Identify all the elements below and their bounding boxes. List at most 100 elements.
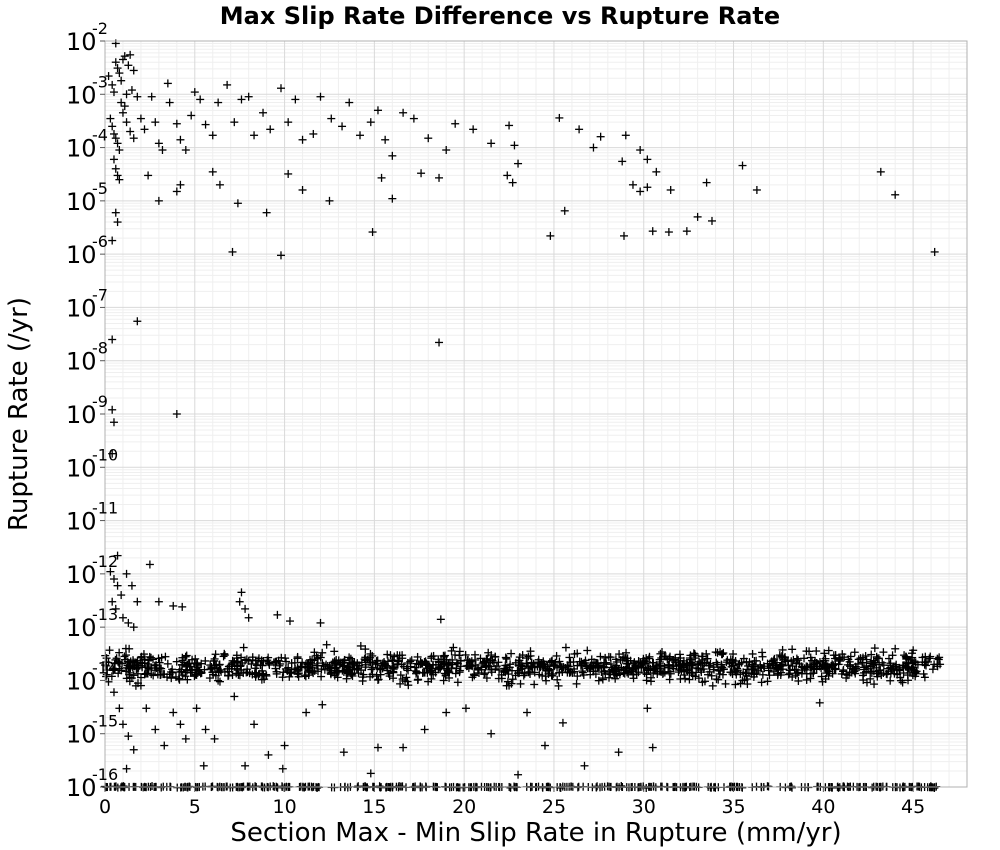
data-point	[934, 655, 943, 664]
data-point	[348, 658, 357, 667]
data-point	[470, 650, 479, 659]
data-point	[250, 720, 259, 729]
data-point	[870, 644, 879, 653]
data-point	[108, 122, 117, 131]
data-point	[219, 652, 228, 661]
data-point	[264, 653, 273, 662]
data-point	[548, 671, 557, 680]
data-point	[507, 649, 516, 658]
data-point	[670, 655, 679, 664]
data-point	[481, 662, 490, 671]
data-point	[272, 667, 281, 676]
data-point	[699, 665, 708, 674]
data-point	[284, 169, 293, 178]
data-point	[427, 668, 436, 677]
data-point	[208, 167, 217, 176]
data-point	[748, 649, 757, 658]
data-point	[127, 86, 136, 95]
data-point	[399, 108, 408, 117]
data-point	[209, 657, 218, 666]
data-point	[583, 646, 592, 655]
data-point	[361, 645, 370, 654]
data-point	[622, 663, 631, 672]
data-point	[615, 670, 624, 679]
data-point	[108, 335, 117, 344]
data-point	[494, 674, 503, 683]
data-point	[424, 134, 433, 143]
data-point	[828, 669, 837, 678]
data-point	[145, 652, 154, 661]
data-point	[303, 664, 312, 673]
data-point	[178, 602, 187, 611]
data-point	[720, 665, 729, 674]
data-point	[526, 669, 535, 678]
data-point	[573, 649, 582, 658]
data-point	[524, 668, 533, 677]
data-point	[805, 663, 814, 672]
data-point	[265, 659, 274, 668]
data-point	[609, 666, 618, 675]
data-point	[258, 782, 267, 791]
data-point	[594, 676, 603, 685]
data-point	[104, 677, 113, 686]
data-point	[317, 672, 326, 681]
data-point	[320, 665, 329, 674]
data-point	[126, 127, 135, 136]
data-point	[636, 187, 645, 196]
data-point	[757, 678, 766, 687]
data-point	[763, 782, 772, 791]
data-point	[452, 658, 461, 667]
data-point	[453, 678, 462, 687]
data-point	[298, 185, 307, 194]
data-point	[201, 656, 210, 665]
data-point	[523, 708, 532, 717]
data-point	[818, 677, 827, 686]
y-tick-base: 10	[66, 81, 97, 109]
data-point	[104, 72, 113, 81]
data-point	[276, 251, 285, 260]
data-point	[837, 669, 846, 678]
data-point	[109, 155, 118, 164]
data-point	[508, 675, 517, 684]
data-point	[435, 338, 444, 347]
data-point	[281, 654, 290, 663]
data-point	[102, 672, 111, 681]
data-point	[556, 662, 565, 671]
data-point	[471, 660, 480, 669]
data-point	[388, 194, 397, 203]
data-point	[106, 567, 115, 576]
y-tick-label: 10-10	[66, 445, 118, 482]
data-point	[757, 664, 766, 673]
data-point	[621, 131, 630, 140]
data-point	[712, 658, 721, 667]
data-point	[435, 173, 444, 182]
data-point	[418, 668, 427, 677]
data-point	[109, 418, 118, 427]
data-point	[409, 114, 418, 123]
data-point	[933, 654, 942, 663]
y-tick-base: 10	[66, 454, 97, 482]
data-point	[783, 656, 792, 665]
data-point	[110, 665, 119, 674]
data-point	[581, 659, 590, 668]
data-point	[158, 146, 167, 155]
data-point	[648, 227, 657, 236]
x-tick-label: 10	[272, 796, 296, 818]
data-point	[769, 656, 778, 665]
data-point	[397, 660, 406, 669]
data-point	[113, 218, 122, 227]
data-point	[879, 648, 888, 657]
data-point	[122, 90, 131, 99]
data-point	[785, 669, 794, 678]
data-point	[301, 672, 310, 681]
data-point	[274, 656, 283, 665]
data-point	[183, 675, 192, 684]
data-point	[467, 661, 476, 670]
data-point	[505, 121, 514, 130]
data-point	[743, 665, 752, 674]
data-point	[628, 664, 637, 673]
data-point	[728, 670, 737, 679]
data-point	[899, 669, 908, 678]
data-point	[354, 782, 363, 791]
data-point	[108, 597, 117, 606]
